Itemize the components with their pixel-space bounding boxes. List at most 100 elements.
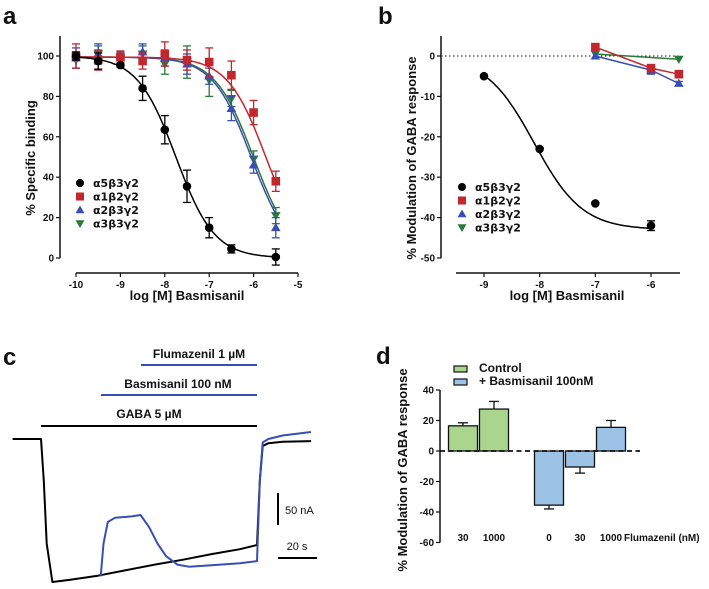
data-point-a5 bbox=[271, 252, 281, 262]
data-point-a5 bbox=[71, 51, 81, 61]
legend-label-a2: α2β3γ2 bbox=[475, 208, 521, 221]
legend-control-swatch bbox=[453, 365, 468, 373]
y-tick-label: -10 bbox=[421, 92, 436, 103]
legend-control-label: Control bbox=[479, 361, 522, 375]
x-category-label: 1000 bbox=[483, 533, 506, 544]
legend-label-a5: α5β3γ2 bbox=[93, 177, 139, 190]
fit-curve-a1 bbox=[76, 56, 277, 183]
legend-label-a1: α1β2γ2 bbox=[475, 195, 521, 208]
data-point-a3 bbox=[674, 55, 684, 65]
panel-d-xlabel: Flumazenil (nM) bbox=[624, 533, 700, 544]
flumazenil-label: Flumazenil 1 µM bbox=[153, 347, 245, 361]
legend-label-a2: α2β3γ2 bbox=[93, 204, 139, 217]
panel-a-ylabel: % Specific binding bbox=[23, 100, 38, 216]
gaba-current-trace bbox=[12, 438, 312, 583]
current-scale-label: 50 nA bbox=[285, 505, 314, 517]
y-tick-label: -20 bbox=[420, 477, 435, 488]
legend-marker-a5 bbox=[76, 179, 84, 187]
data-point-a1 bbox=[271, 176, 281, 186]
y-tick-label: -40 bbox=[420, 508, 435, 519]
legend-marker-a3 bbox=[75, 220, 85, 228]
connect-line-a3 bbox=[595, 53, 679, 60]
basmisanil-flumazenil-current-trace bbox=[99, 431, 312, 577]
x-tick-label: -5 bbox=[294, 280, 303, 291]
y-tick-label: 0 bbox=[428, 447, 434, 458]
data-point-a1 bbox=[182, 55, 192, 65]
connect-line-a2 bbox=[595, 55, 680, 85]
panel-letter-a: a bbox=[3, 3, 17, 30]
x-tick-label: -9 bbox=[116, 280, 125, 291]
data-point-a5 bbox=[182, 181, 192, 191]
panel-d-ylabel: % Modulation of GABA response bbox=[395, 368, 410, 571]
data-point-a1 bbox=[204, 57, 214, 67]
legend-label-a1: α1β2γ2 bbox=[93, 191, 139, 204]
data-point-a5 bbox=[116, 60, 125, 70]
data-point-a2 bbox=[590, 51, 601, 60]
y-tick-label: -60 bbox=[420, 538, 435, 549]
legend-marker-a5 bbox=[458, 183, 466, 191]
legend-marker-a3 bbox=[457, 224, 467, 232]
legend-basmisanil-label: + Basmisanil 100nM bbox=[479, 374, 593, 388]
data-point-a5 bbox=[479, 71, 489, 81]
panel-c-current-trace: Flumazenil 1 µM Basmisanil 100 nM GABA 5… bbox=[12, 347, 317, 583]
x-tick-label: -7 bbox=[205, 280, 214, 291]
data-point-a1 bbox=[138, 56, 147, 66]
x-tick-label: -9 bbox=[480, 280, 489, 291]
y-tick-label: 40 bbox=[423, 386, 435, 397]
y-tick-label: -20 bbox=[421, 132, 436, 143]
legend-basmisanil-swatch bbox=[453, 378, 468, 386]
time-scale-label: 20 s bbox=[287, 541, 308, 553]
y-tick-label: 60 bbox=[43, 132, 55, 143]
legend-label-a3: α3β3γ2 bbox=[93, 218, 139, 231]
basmisanil-label: Basmisanil 100 nM bbox=[124, 377, 231, 391]
y-tick-label: 20 bbox=[423, 416, 435, 427]
x-tick-label: -6 bbox=[647, 280, 656, 291]
data-point-a1 bbox=[646, 63, 656, 73]
gaba-label: GABA 5 µM bbox=[116, 407, 181, 421]
x-category-label: 30 bbox=[574, 533, 586, 544]
y-tick-label: -50 bbox=[421, 254, 436, 265]
data-point-a1 bbox=[674, 69, 684, 79]
data-point-a1 bbox=[116, 52, 125, 62]
bar-basmisanil-0 bbox=[533, 450, 565, 506]
data-point-a1 bbox=[249, 108, 258, 117]
bar-basmisanil-30 bbox=[564, 450, 596, 468]
data-point-a3 bbox=[271, 212, 281, 221]
panel-letter-b: b bbox=[378, 3, 393, 30]
legend-label-a5: α5β3γ2 bbox=[475, 181, 521, 194]
y-tick-label: 0 bbox=[48, 254, 54, 265]
panel-letter-d: d bbox=[376, 343, 391, 370]
data-point-a1 bbox=[160, 49, 170, 59]
data-point-a5 bbox=[591, 199, 600, 208]
legend-marker-a2 bbox=[75, 205, 85, 214]
data-point-a2 bbox=[271, 222, 281, 232]
data-point-a2 bbox=[248, 160, 259, 169]
x-tick-label: -7 bbox=[591, 280, 600, 291]
legend-marker-a1 bbox=[76, 192, 84, 201]
x-tick-label: -10 bbox=[69, 280, 84, 291]
x-tick-label: -8 bbox=[535, 280, 544, 291]
data-point-a1 bbox=[591, 42, 600, 52]
data-point-a1 bbox=[227, 70, 236, 80]
fit-curve-a5 bbox=[483, 74, 652, 230]
panel-b-xlabel: log [M] Basmisanil bbox=[510, 288, 625, 303]
data-point-a2 bbox=[226, 103, 237, 112]
legend-marker-a2 bbox=[457, 209, 467, 218]
y-tick-label: 80 bbox=[43, 92, 55, 103]
x-tick-label: -8 bbox=[160, 280, 169, 291]
x-tick-label: -6 bbox=[249, 280, 258, 291]
y-tick-label: 20 bbox=[43, 213, 55, 224]
data-point-a5 bbox=[204, 223, 214, 232]
panel-d-flumazenil-bar-chart: % Modulation of GABA response Control + … bbox=[395, 361, 700, 572]
legend-label-a3: α3β3γ2 bbox=[475, 222, 521, 235]
bar-control-1000 bbox=[478, 408, 510, 452]
panel-a-xlabel: log [M] Basmisanil bbox=[130, 288, 245, 303]
bar-control-30 bbox=[447, 425, 479, 452]
panel-a-binding-chart: % Specific binding log [M] Basmisanil 0 2… bbox=[23, 36, 303, 303]
data-point-a5 bbox=[535, 144, 544, 154]
fit-curve-a5 bbox=[75, 56, 276, 258]
panel-letter-c: c bbox=[3, 344, 16, 371]
bar-basmisanil-1000 bbox=[595, 426, 627, 452]
connect-line-a1 bbox=[595, 46, 679, 75]
